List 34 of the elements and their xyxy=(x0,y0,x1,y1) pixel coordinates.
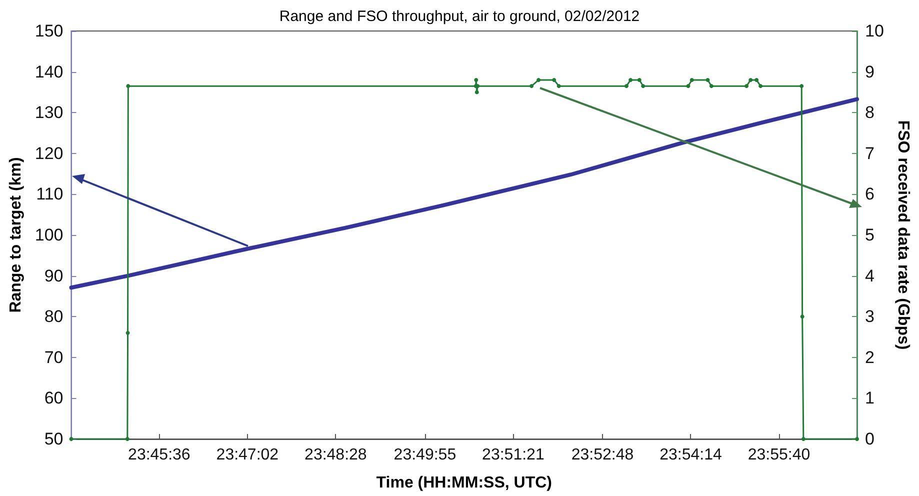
x-tick-label: 23:54:14 xyxy=(660,446,722,464)
chart-title: Range and FSO throughput, air to ground, 02/02/2012 xyxy=(279,8,640,25)
y-tick-label: 100 xyxy=(34,226,64,244)
x-tick-label: 23:49:55 xyxy=(394,446,456,464)
y2-tick-label: 4 xyxy=(865,266,874,286)
y2-tick-label: 1 xyxy=(865,388,874,408)
y-tick-label: 140 xyxy=(34,62,64,82)
y2-tick-label: 2 xyxy=(865,348,874,367)
y2-axis-title: FSO received data rate (Gbps) xyxy=(894,120,912,350)
y-tick-label: 120 xyxy=(34,144,64,163)
y2-tick-label: 8 xyxy=(865,103,874,122)
x-tick-label: 23:47:02 xyxy=(216,446,279,464)
x-tick-label: 23:51:21 xyxy=(482,446,544,464)
y2-tick-label: 3 xyxy=(865,307,874,326)
y-tick-label: 90 xyxy=(44,266,64,286)
y2-tick-label: 9 xyxy=(865,62,874,82)
y2-tick-label: 7 xyxy=(865,144,874,163)
y-tick-label: 70 xyxy=(44,348,64,367)
y2-tick-label: 0 xyxy=(865,430,874,448)
y-tick-label: 80 xyxy=(44,307,64,326)
y-tick-label: 150 xyxy=(34,22,64,40)
x-tick-label: 23:48:28 xyxy=(304,446,367,464)
x-axis-title: Time (HH:MM:SS, UTC) xyxy=(376,474,552,492)
y2-tick-label: 6 xyxy=(865,184,874,204)
x-tick-label: 23:45:36 xyxy=(128,446,190,464)
x-tick-label: 23:52:48 xyxy=(571,446,634,464)
y-tick-label: 60 xyxy=(44,388,64,408)
y-tick-label: 130 xyxy=(34,103,64,122)
y2-tick-label: 10 xyxy=(865,22,884,40)
y-axis-title: Range to target (km) xyxy=(8,157,24,313)
y2-tick-label: 5 xyxy=(865,226,874,244)
y-tick-label: 50 xyxy=(44,430,64,448)
y-tick-label: 110 xyxy=(36,184,64,204)
x-tick-label: 23:55:40 xyxy=(748,446,810,464)
